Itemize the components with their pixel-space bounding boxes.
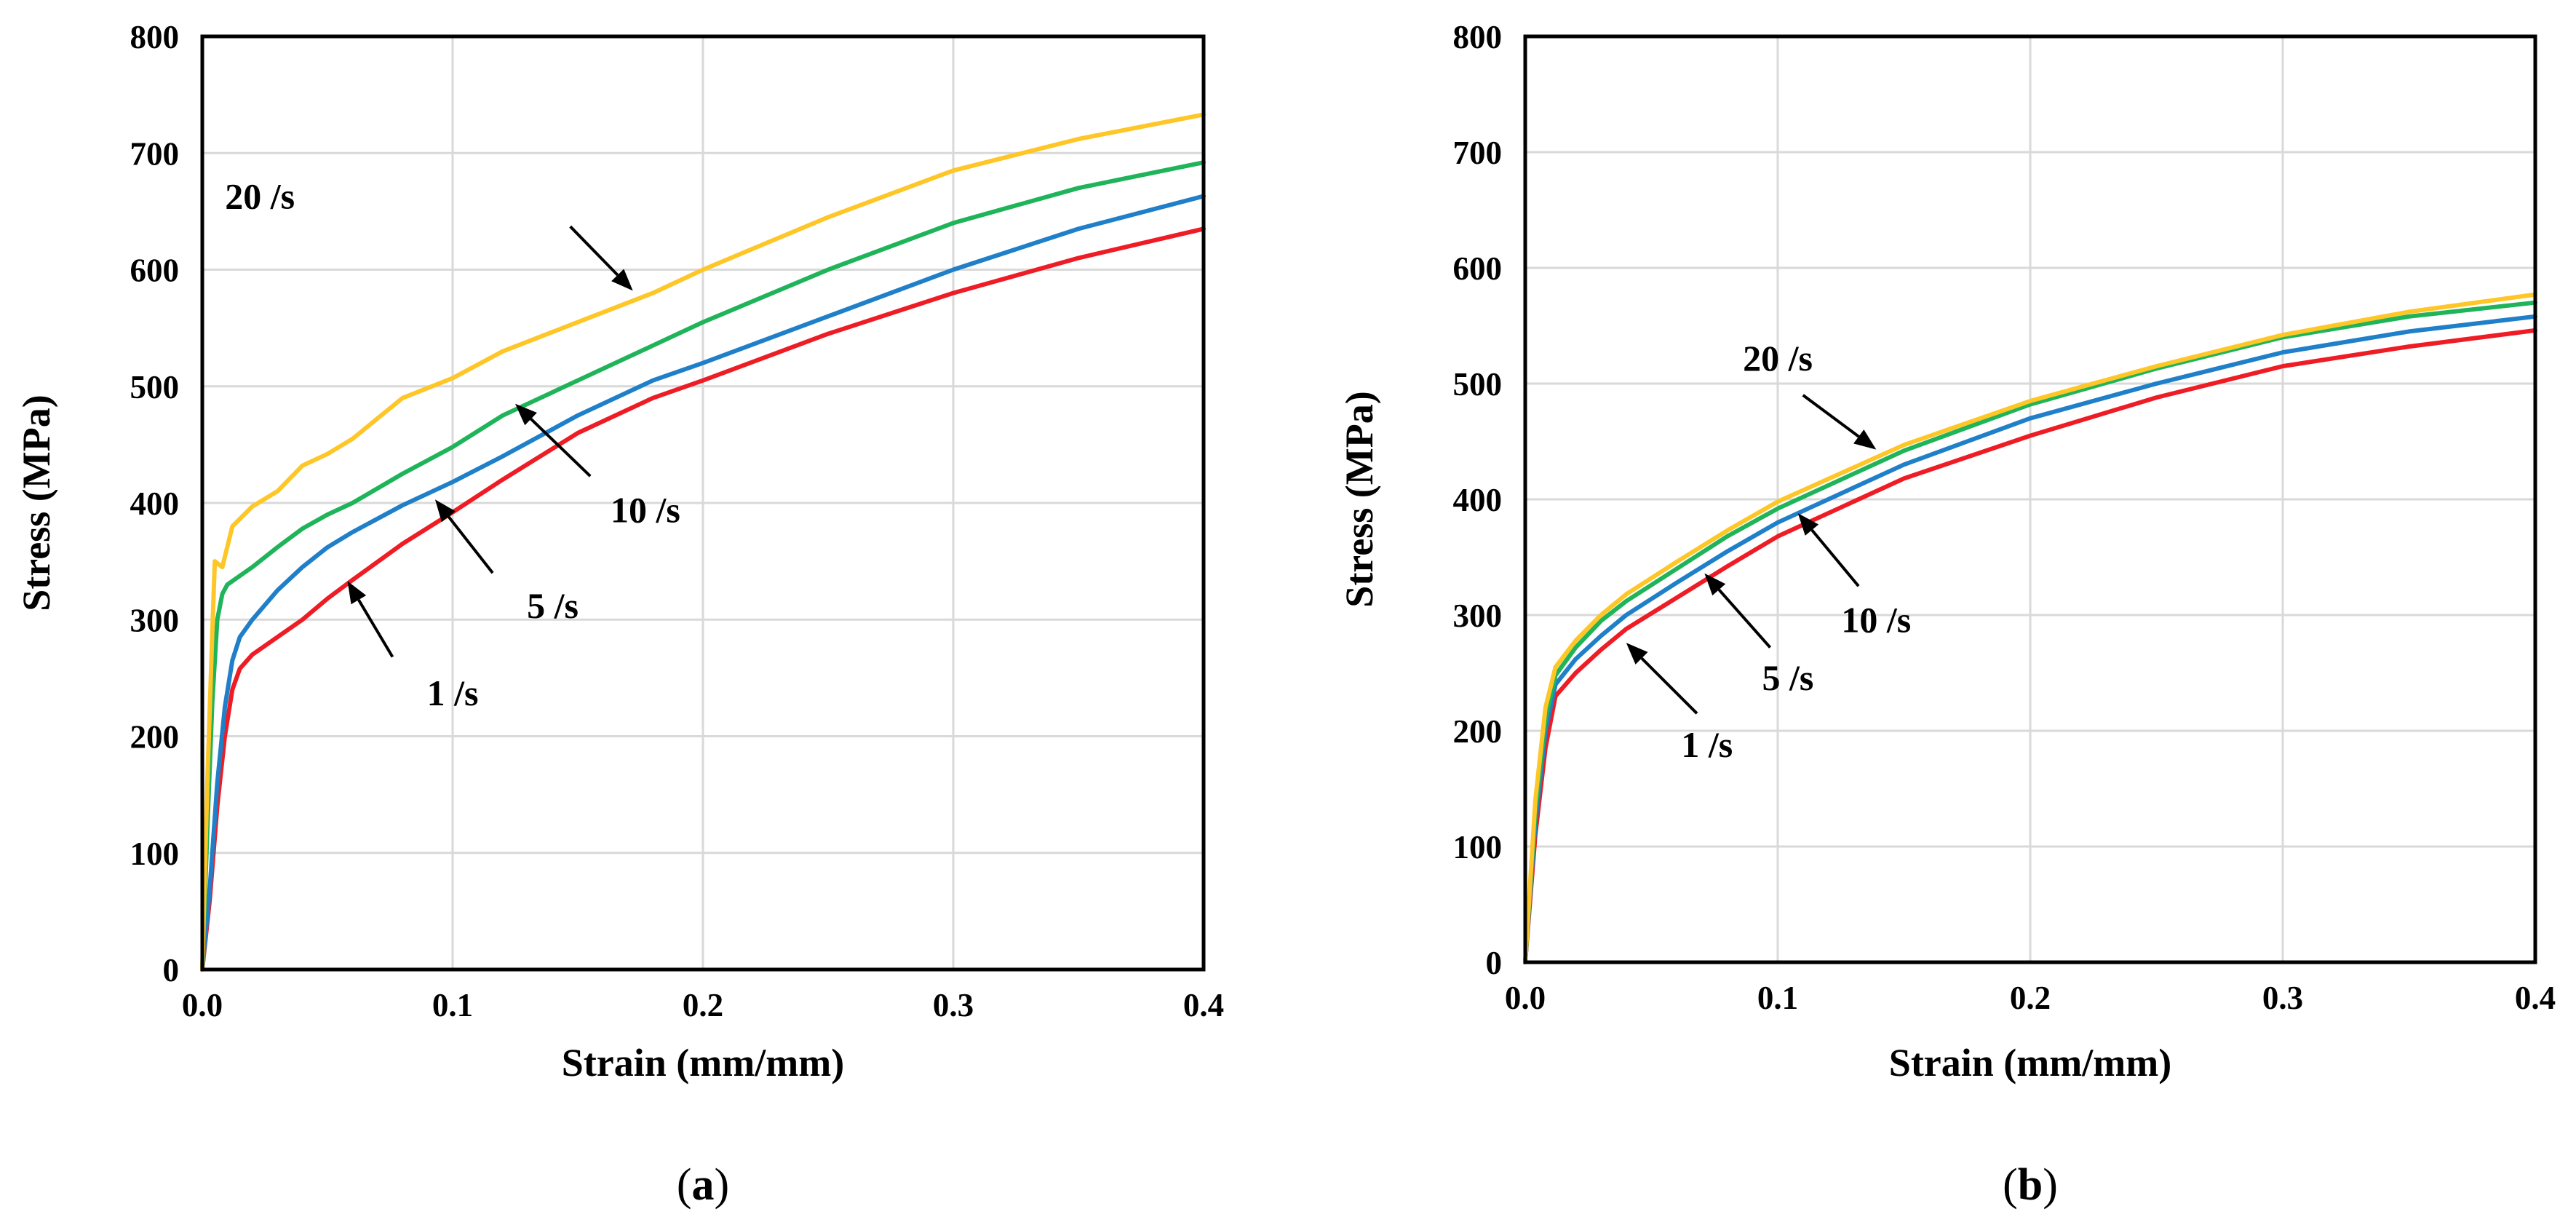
y-tick-label: 700 [1453,135,1503,171]
y-tick-label: 100 [1453,829,1503,865]
series-annotation-label: 5 /s [1762,657,1813,698]
panel-label-letter: a [692,1160,715,1210]
annotation-arrowhead [434,499,456,523]
x-tick-label: 0.2 [2010,980,2051,1016]
panel-label-letter: b [2018,1160,2043,1210]
y-axis-title: Stress (MPa) [1337,391,1381,607]
annotation-arrow-line [447,515,494,574]
series-line-5ss [200,194,1206,972]
annotation-arrowhead [1704,573,1726,596]
y-tick-label: 0 [1486,945,1503,981]
series-annotation-label: 20 /s [225,176,295,217]
panel-label: (b) [2003,1160,2058,1210]
x-axis-title: Strain (mm/mm) [1889,1041,2171,1085]
x-tick-label: 0.1 [432,987,473,1023]
annotation-arrowhead [1853,429,1877,450]
x-tick-label: 0.0 [182,987,223,1023]
annotation-arrowhead [515,403,537,426]
annotation-arrow-line [357,599,394,658]
annotation-arrow-line [1802,394,1860,438]
series-line-5ss [1523,314,2537,964]
series-annotation-label: 20 /s [1743,338,1813,378]
panel-label-close-paren: ) [2043,1160,2058,1210]
series-annotation-label: 1 /s [427,673,479,713]
annotation-arrow-line [569,225,619,277]
series-line-10ss [200,160,1206,972]
x-tick-label: 0.4 [2515,980,2556,1016]
y-axis-title: Stress (MPa) [15,395,58,611]
y-tick-label: 300 [1453,598,1503,634]
y-tick-label: 400 [130,485,180,522]
series-annotation-label: 10 /s [1841,599,1911,640]
x-tick-label: 0.3 [2262,980,2303,1016]
series-line-20ss [200,112,1206,972]
annotation-arrowhead [1626,643,1648,665]
chart-panel-a: 0 100 200 300 400 500 600 700 800 0.0 0.1 0.2 0.3 0.4… [15,19,1224,1210]
x-tick-label: 0.4 [1183,987,1224,1023]
y-tick-label: 300 [130,602,180,638]
x-tick-label: 0.1 [1757,980,1798,1016]
panel-label-close-paren: ) [715,1160,730,1210]
y-tick-label: 200 [1453,713,1503,750]
series-line-1ss [200,226,1206,972]
plot-frame [200,34,1206,972]
x-axis-title: Strain (mm/mm) [562,1041,844,1085]
y-tick-label: 500 [130,369,180,405]
y-tick-label: 800 [1453,19,1503,55]
y-tick-label: 0 [163,952,180,988]
series-line-20ss [1523,292,2537,964]
annotation-arrowhead [611,269,633,291]
y-tick-label: 600 [130,253,180,289]
y-tick-label: 800 [130,19,180,55]
panel-label: (a) [677,1160,729,1210]
annotation-arrow-line [1717,588,1772,649]
annotation-arrow-line [1640,657,1698,715]
annotation-arrowhead [347,581,367,605]
series-line-1ss [1523,328,2537,964]
y-tick-label: 700 [130,135,180,172]
plot-frame [1523,34,2537,964]
panel-label-open-paren: ( [677,1160,692,1210]
annotation-arrow-line [530,418,592,477]
y-tick-label: 200 [130,719,180,756]
y-tick-label: 400 [1453,482,1503,518]
y-tick-label: 100 [130,836,180,872]
x-tick-label: 0.0 [1505,980,1546,1016]
x-tick-label: 0.2 [683,987,723,1023]
annotation-arrowhead [1797,513,1819,536]
series-annotation-label: 1 /s [1681,724,1733,765]
series-line-10ss [1523,300,2537,964]
series-annotation-label: 10 /s [611,490,680,531]
y-tick-label: 500 [1453,366,1503,403]
series-annotation-label: 5 /s [527,585,579,626]
y-tick-label: 600 [1453,250,1503,287]
chart-panel-b: 0 100 200 300 400 500 600 700 800 0.0 0.1 0.2 0.3 0.4… [1337,19,2556,1210]
x-tick-label: 0.3 [933,987,974,1023]
annotation-arrow-line [1810,528,1860,587]
panel-label-open-paren: ( [2003,1160,2018,1210]
